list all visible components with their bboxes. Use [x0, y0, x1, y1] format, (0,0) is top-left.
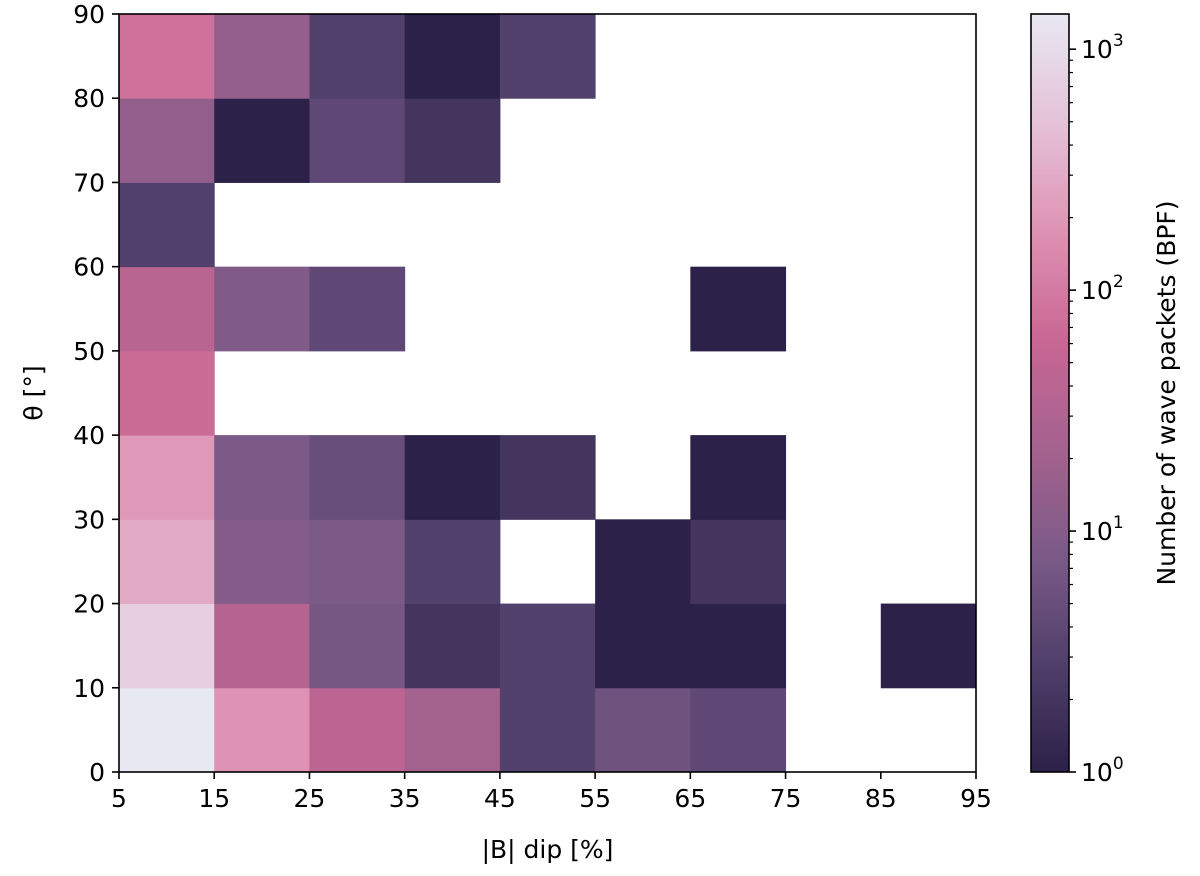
heatmap-cell — [690, 266, 787, 352]
heatmap-cell — [499, 687, 596, 773]
heatmap-cell — [214, 519, 310, 605]
x-tick-label: 45 — [484, 784, 516, 813]
heatmap-cell — [214, 266, 310, 352]
heatmap-cell — [404, 435, 501, 520]
y-tick-label: 70 — [73, 168, 105, 197]
y-tick-label: 60 — [73, 253, 105, 282]
y-tick-label: 80 — [73, 84, 105, 113]
y-tick-label: 40 — [73, 421, 105, 450]
x-tick-label: 65 — [674, 784, 706, 813]
y-axis: 0 10 20 30 40 50 60 70 80 90 — [73, 0, 119, 787]
heatmap-cell — [404, 14, 501, 99]
heatmap-cell — [595, 603, 691, 689]
y-tick-label: 30 — [73, 505, 105, 534]
y-tick-label: 0 — [89, 758, 105, 787]
x-tick-label: 35 — [389, 784, 421, 813]
heatmap-cell — [119, 350, 215, 436]
heatmap-cell — [214, 14, 310, 99]
x-tick-label: 75 — [770, 784, 802, 813]
heatmap-cell — [499, 603, 596, 689]
y-tick-label: 20 — [73, 590, 105, 619]
heatmap-cell — [119, 14, 215, 99]
heatmap-cell — [690, 435, 787, 520]
heatmap-cell — [214, 435, 310, 520]
heatmap-cell — [214, 98, 310, 183]
heatmap-cell — [119, 266, 215, 352]
heatmap-cell — [119, 687, 215, 773]
plot-frame — [118, 13, 977, 773]
colorbar-gradient — [1030, 13, 1070, 773]
heatmap-cell — [309, 687, 406, 773]
colorbar-tick-label: 102 — [1081, 272, 1124, 305]
colorbar-tick-label: 101 — [1081, 513, 1124, 546]
colorbar-ticks: 100 101 102 103 — [1069, 31, 1124, 787]
heatmap-cell — [404, 687, 501, 773]
heatmap-cell — [214, 603, 310, 689]
colorbar: 100 101 102 103 Number of wave packets (BPF… — [1030, 13, 1181, 787]
x-tick-label: 5 — [111, 784, 127, 813]
heatmap-cell — [595, 519, 691, 605]
heatmap-cell — [309, 519, 406, 605]
y-tick-label: 10 — [73, 674, 105, 703]
x-tick-label: 55 — [579, 784, 611, 813]
heatmap-cells — [119, 14, 977, 773]
x-tick-label: 25 — [294, 784, 326, 813]
heatmap-cell — [404, 519, 501, 605]
heatmap-cell — [690, 687, 787, 773]
colorbar-title: Number of wave packets (BPF) — [1152, 200, 1181, 585]
heatmap-cell — [595, 687, 691, 773]
heatmap-cell — [499, 14, 596, 99]
heatmap-cell — [119, 98, 215, 183]
heatmap-cell — [499, 435, 596, 520]
colorbar-tick-label: 100 — [1081, 754, 1124, 787]
x-tick-label: 95 — [960, 784, 992, 813]
heatmap-cell — [309, 14, 406, 99]
heatmap-cell — [309, 266, 406, 352]
heatmap-cell — [119, 435, 215, 520]
heatmap-cell — [880, 603, 977, 689]
x-axis-title: |B| dip [%] — [482, 835, 614, 864]
heatmap-cell — [119, 603, 215, 689]
heatmap-cell — [690, 603, 787, 689]
heatmap-cell — [690, 519, 787, 605]
y-axis-title: θ [°] — [19, 365, 48, 420]
x-axis: 5 15 25 35 45 55 65 75 85 95 — [111, 772, 992, 813]
heatmap-cell — [214, 687, 310, 773]
heatmap-cell — [404, 603, 501, 689]
heatmap-cell — [404, 98, 501, 183]
y-tick-label: 90 — [73, 0, 105, 29]
heatmap-cell — [119, 519, 215, 605]
heatmap-cell — [309, 435, 406, 520]
heatmap-cell — [309, 98, 406, 183]
heatmap-cell — [119, 182, 215, 268]
colorbar-tick-label: 103 — [1081, 31, 1124, 64]
heatmap-cell — [309, 603, 406, 689]
y-tick-label: 50 — [73, 337, 105, 366]
x-tick-label: 85 — [865, 784, 897, 813]
x-tick-label: 15 — [198, 784, 230, 813]
